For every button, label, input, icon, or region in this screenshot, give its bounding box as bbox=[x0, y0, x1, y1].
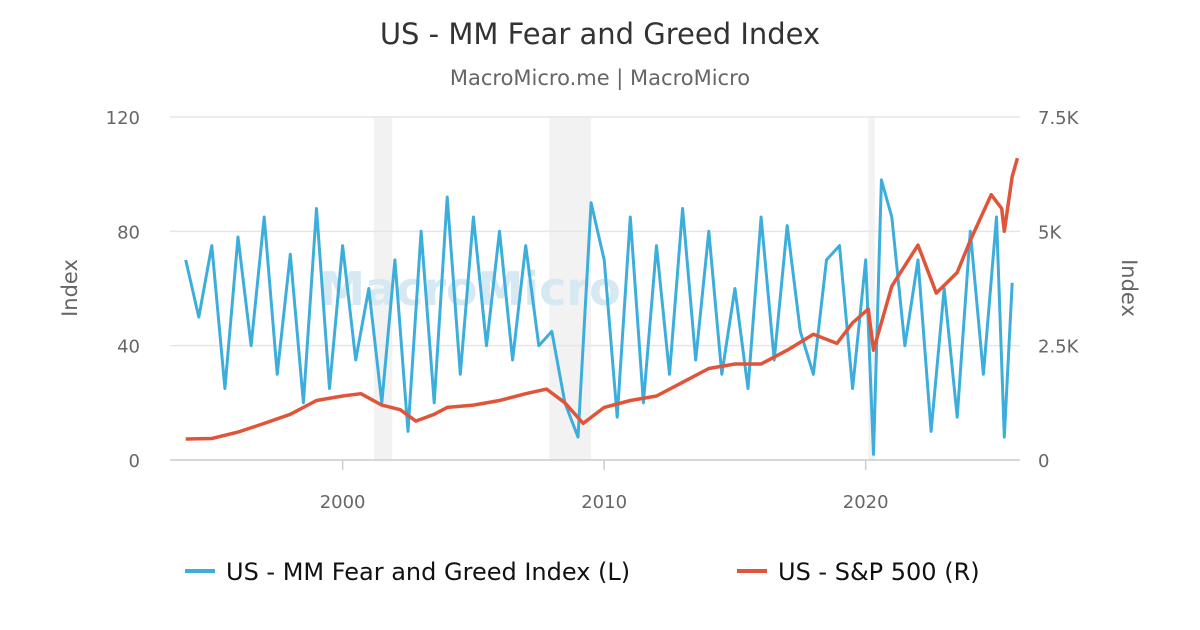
shaded-period-2 bbox=[868, 117, 875, 460]
right-tick-label: 2.5K bbox=[1038, 337, 1080, 358]
left-tick-label: 0 bbox=[129, 451, 140, 472]
right-tick-label: 7.5K bbox=[1038, 108, 1080, 129]
legend: US - MM Fear and Greed Index (L) US - S&… bbox=[185, 558, 980, 586]
left-tick-label: 80 bbox=[117, 222, 140, 243]
left-axis-ticks: 0 40 80 120 bbox=[106, 108, 140, 472]
x-tick-label: 2000 bbox=[320, 492, 366, 513]
x-tick-label: 2010 bbox=[581, 492, 627, 513]
right-axis-ticks: 0 2.5K 5K 7.5K bbox=[1038, 108, 1080, 472]
chart-title: US - MM Fear and Greed Index bbox=[380, 17, 820, 51]
x-axis-ticks: 2000 2010 2020 bbox=[320, 460, 889, 513]
shaded-period-1 bbox=[549, 117, 592, 460]
series-layer bbox=[184, 157, 1020, 456]
legend-item-sp500[interactable]: US - S&P 500 (R) bbox=[737, 558, 980, 586]
legend-label-sp500: US - S&P 500 (R) bbox=[778, 558, 980, 586]
legend-label-fear-greed: US - MM Fear and Greed Index (L) bbox=[226, 558, 630, 586]
chart-subtitle: MacroMicro.me | MacroMicro bbox=[450, 66, 750, 91]
right-tick-label: 5K bbox=[1038, 222, 1062, 243]
left-tick-label: 40 bbox=[117, 337, 140, 358]
left-axis-title: Index bbox=[58, 259, 82, 317]
grid-lines bbox=[170, 116, 1020, 347]
legend-item-fear-greed[interactable]: US - MM Fear and Greed Index (L) bbox=[185, 558, 630, 586]
x-tick-label: 2020 bbox=[843, 492, 889, 513]
right-axis-title: Index bbox=[1117, 259, 1141, 317]
left-tick-label: 120 bbox=[106, 108, 140, 129]
right-tick-label: 0 bbox=[1038, 451, 1049, 472]
series-sp500-line bbox=[185, 157, 1020, 441]
series-fear-greed-line bbox=[184, 178, 1014, 456]
